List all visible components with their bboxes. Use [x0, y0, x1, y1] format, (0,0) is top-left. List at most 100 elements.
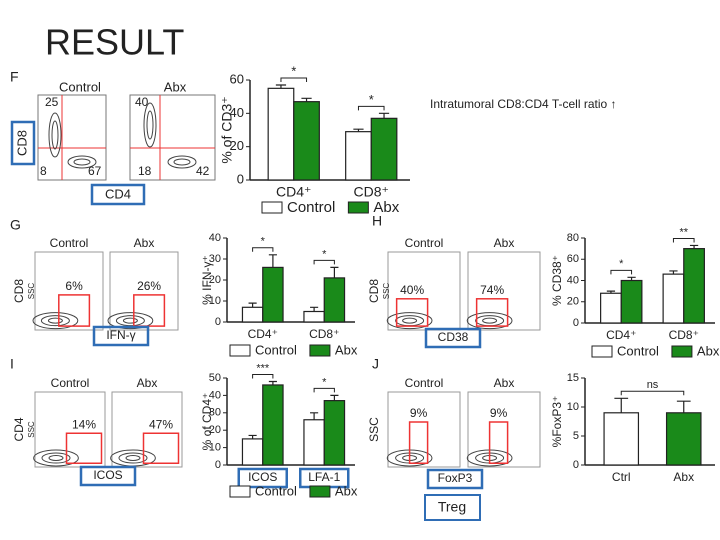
y-axis-label: % IFN-γ⁺: [200, 255, 214, 305]
highlight-box: [424, 327, 482, 349]
error-bar: [676, 400, 691, 413]
quadrant-value: 18: [138, 164, 152, 178]
contour: [395, 315, 425, 327]
axis-label: ICOS: [93, 468, 122, 482]
error-bar: [268, 380, 277, 385]
y-axis-label: % CD38⁺: [550, 255, 564, 306]
y-tick-label: 50: [209, 372, 221, 384]
plot-title: Control: [59, 79, 101, 94]
error-bar: [627, 276, 636, 281]
axis-label: CD4: [105, 186, 131, 201]
y-tick-label: 20: [209, 424, 221, 436]
flow-plot: [109, 251, 179, 331]
plot-title: Control: [405, 376, 444, 390]
legend-swatch: [671, 345, 693, 358]
axis-label: CD8: [12, 279, 26, 303]
contour: [41, 452, 71, 464]
flow-plot: [467, 251, 541, 331]
quadrant-value: 42: [196, 164, 210, 178]
significance-bracket: [610, 269, 633, 275]
y-tick-label: 0: [237, 171, 244, 186]
x-tick-label: LFA-1: [308, 470, 340, 484]
plot-title: Abx: [494, 236, 515, 250]
gate: [142, 432, 180, 464]
panel-letter: H: [372, 213, 382, 229]
panel-letter: F: [10, 69, 19, 85]
significance-label: ***: [256, 362, 270, 374]
gate: [408, 421, 429, 464]
y-tick-label: 40: [230, 105, 244, 120]
axis-label: IFN-γ: [106, 328, 135, 342]
x-tick-label: Abx: [673, 470, 694, 484]
y-tick-label: 15: [567, 372, 579, 384]
significance-label: **: [679, 226, 688, 238]
error-bar: [268, 254, 277, 268]
flow-plot: [387, 391, 461, 468]
x-tick-label: CD8⁺: [354, 184, 389, 200]
significance-bracket: [252, 373, 274, 379]
bar: [662, 273, 685, 324]
significance-bracket: [313, 259, 335, 265]
axis-label: SSC: [27, 283, 36, 300]
plot-title: Abx: [494, 376, 515, 390]
highlight-box: [424, 494, 481, 521]
legend-swatch: [229, 485, 251, 498]
bar: [241, 306, 264, 323]
y-tick-label: 20: [230, 138, 244, 153]
contour: [115, 315, 145, 327]
legend-swatch: [309, 344, 331, 357]
contour: [482, 317, 498, 324]
x-tick-label: CD8⁺: [309, 327, 339, 341]
treg-label: Treg: [438, 499, 466, 515]
contour: [33, 449, 79, 467]
contour: [107, 312, 154, 330]
y-tick-label: 60: [230, 71, 244, 86]
quadrant-value: 40: [135, 95, 149, 109]
flow-plot: [387, 251, 461, 331]
quadrant-value: 67: [88, 164, 102, 178]
axis-label: CD4: [12, 417, 26, 441]
legend-label: Abx: [335, 342, 358, 357]
y-tick-label: 0: [215, 316, 221, 328]
bar: [345, 131, 372, 181]
quadrant-value: 8: [40, 164, 47, 178]
x-tick-label: CD8⁺: [669, 328, 699, 342]
plot-title: Control: [405, 236, 444, 250]
plot-title: Control: [51, 376, 90, 390]
gate: [65, 432, 103, 464]
error-bar: [275, 84, 287, 89]
contour: [40, 315, 70, 327]
gate: [488, 421, 509, 464]
gate-value: 40%: [400, 283, 424, 297]
y-tick-label: 0: [215, 459, 221, 471]
significance-label: *: [291, 63, 296, 78]
flow-plot: [111, 391, 183, 468]
contour: [47, 317, 63, 324]
note: Intratumoral CD8:CD4 T-cell ratio ↑: [430, 97, 617, 111]
y-tick-label: 40: [567, 274, 579, 286]
error-bar: [330, 394, 339, 401]
x-tick-label: CD4⁺: [248, 327, 278, 341]
y-axis-label: % of CD3⁺: [219, 96, 235, 163]
x-tick-label: ICOS: [248, 470, 277, 484]
gate: [133, 294, 166, 327]
gate-value: 74%: [480, 283, 504, 297]
significance-label: *: [261, 236, 266, 248]
bar: [665, 412, 702, 466]
bar: [303, 310, 325, 323]
bar: [370, 117, 398, 181]
axis-label: SSC: [27, 421, 36, 438]
gate-value: 47%: [149, 417, 173, 431]
plot-title: Control: [50, 236, 89, 250]
legend-swatch: [347, 201, 369, 214]
significance-bracket: [672, 237, 695, 243]
y-tick-label: 80: [567, 232, 579, 244]
panel-letter: I: [10, 356, 14, 372]
contour: [118, 452, 148, 464]
error-bar: [353, 128, 364, 132]
y-tick-label: 40: [209, 389, 221, 401]
y-tick-label: 60: [567, 253, 579, 265]
legend-swatch: [591, 345, 613, 358]
bar: [323, 400, 346, 466]
plot-title: Abx: [137, 376, 158, 390]
